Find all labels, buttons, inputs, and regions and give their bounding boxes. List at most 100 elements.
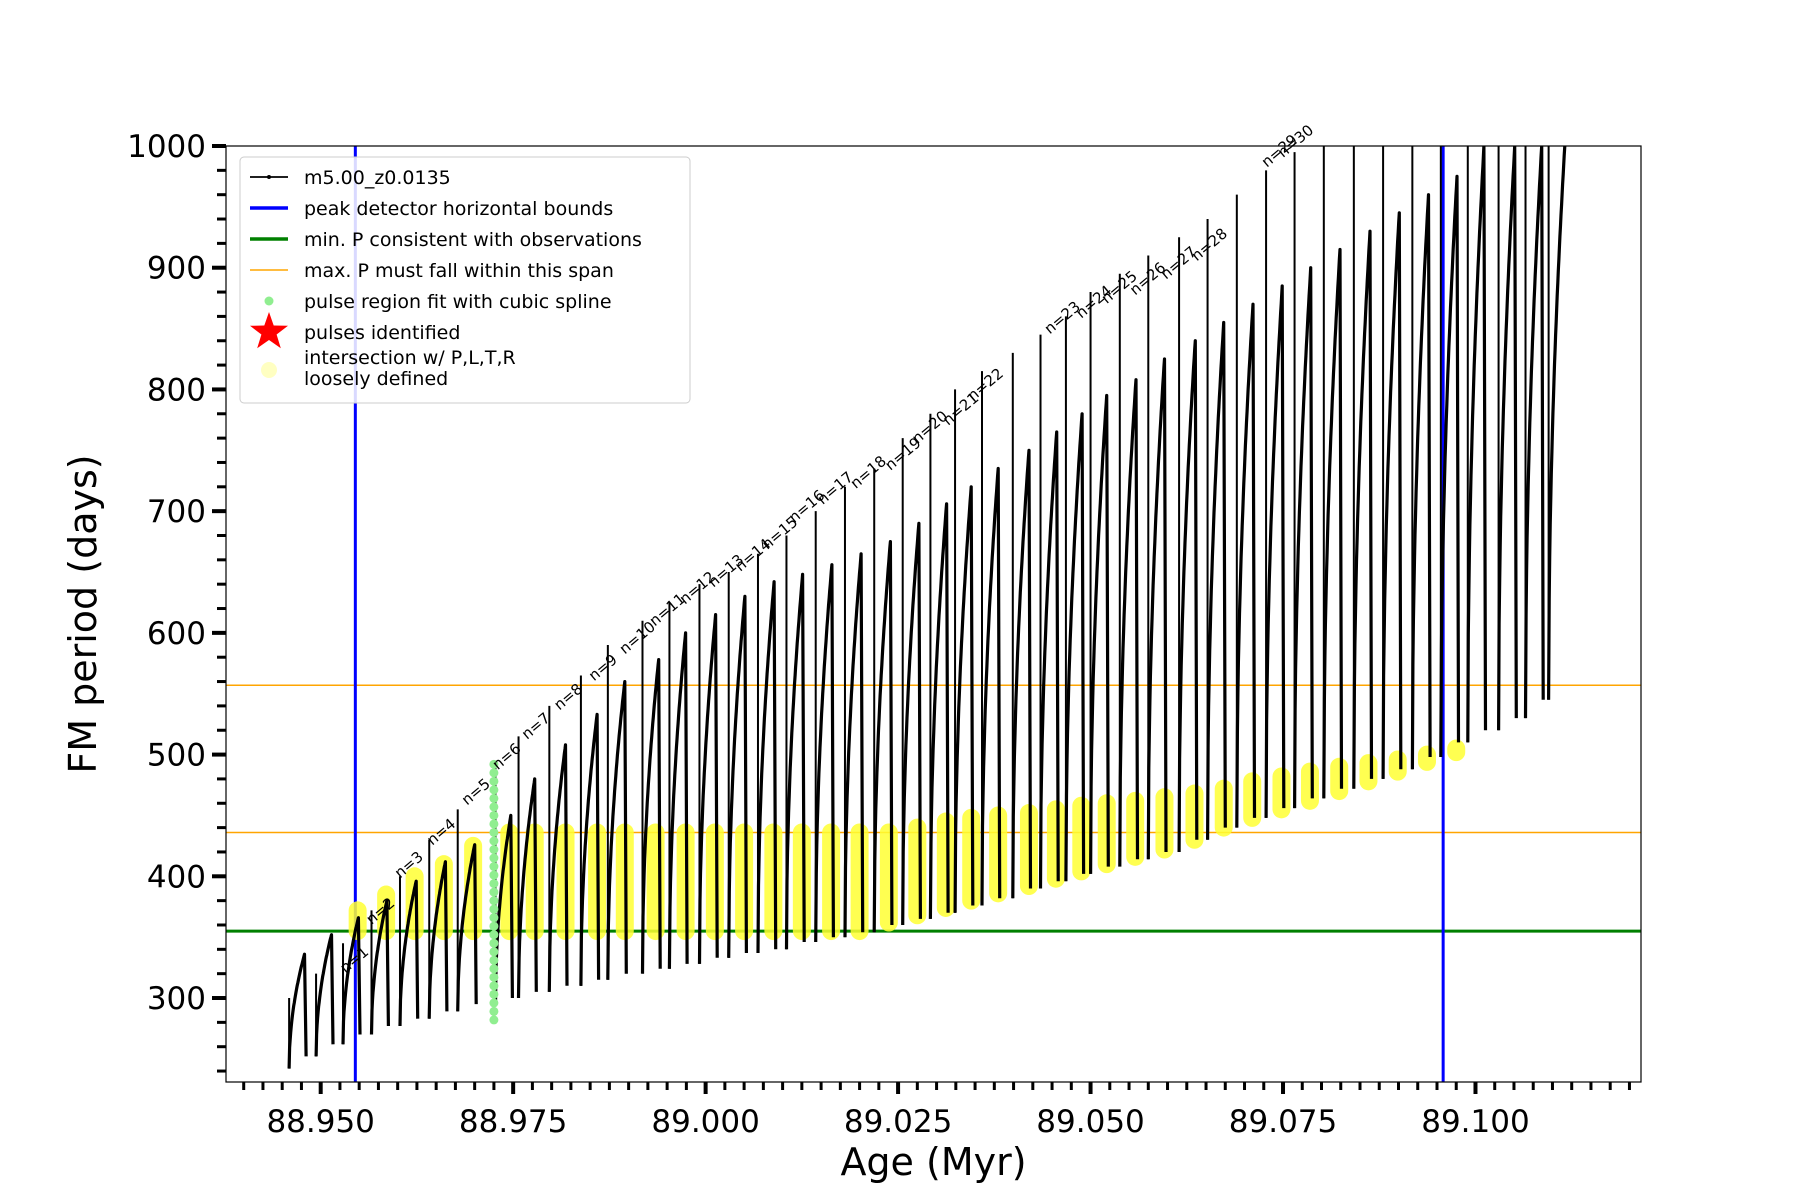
series-cycle [784,572,806,950]
intersection-marker [1359,754,1378,791]
x-tick-label: 89.075 [1229,1104,1337,1140]
intersection-markers [348,739,1466,941]
spline-point [489,862,499,872]
y-tick-label: 600 [147,616,206,652]
spline-point [489,904,499,914]
series-cycle [1011,448,1033,899]
series-cycle [1322,247,1344,799]
y-tick-label: 900 [147,251,206,287]
series-cycle [1439,174,1461,758]
y-axis-title: FM period (days) [61,454,105,773]
series-cycle [1064,412,1086,882]
spline-point [489,955,499,965]
series-cycle [1352,229,1374,789]
series-cycle [1466,146,1488,743]
intersection-marker [1272,767,1291,819]
series-cycle [398,879,420,1027]
y-tick-label: 500 [147,738,206,774]
spline-point [489,981,499,991]
series-cycle [953,485,975,913]
legend-dot-icon [264,296,274,306]
series-cycle [606,680,628,980]
spline-point [489,972,499,982]
legend-circle-icon [261,362,277,378]
legend-label: max. P must fall within this span [304,260,614,282]
intersection-marker [936,812,955,917]
series-cycle [640,658,662,974]
series-cycle [843,552,865,938]
spline-point [489,853,499,863]
series-cycle [1146,357,1168,860]
spline-point [489,827,499,837]
series-cycle [1523,146,1545,719]
spline-point [489,759,499,769]
x-tick-label: 89.025 [844,1104,952,1140]
spline-point [489,1015,499,1025]
intersection-marker [879,823,898,932]
legend-label: min. P consistent with observations [304,229,642,251]
series-cycle [1410,193,1432,770]
series-cycle [1038,430,1060,889]
intersection-marker [1417,745,1436,771]
spline-point [489,810,499,820]
spline-point [489,930,499,940]
series-cycle [516,777,538,999]
legend-label: pulse region fit with cubic spline [304,291,612,313]
series-cycle [1177,339,1199,853]
series-cycle [697,613,719,964]
intersection-marker [1243,772,1262,827]
legend-box [239,156,691,404]
pulse-label: n=5 [458,775,494,809]
intersection-marker [822,823,841,941]
spline-point [489,819,499,829]
spline-point [489,836,499,846]
spline-point [489,879,499,889]
spline-point [489,768,499,778]
series-cycle [547,743,569,992]
series-cycle [456,843,478,1012]
series-cycle [727,594,748,958]
intersection-marker [405,867,424,941]
legend-label: m5.00_z0.0135 [304,167,451,189]
legend-label: peak detector horizontal bounds [304,198,613,220]
intersection-marker [850,823,869,941]
series-cycle [928,502,950,919]
intersection-marker [908,818,927,925]
series-cycle [1089,393,1110,874]
series-cycle [872,540,894,933]
intersection-marker [1185,784,1204,849]
series-cycle [1547,146,1567,700]
series-cycle [667,631,689,969]
spline-point [489,785,499,795]
plot-frame [225,145,1642,1083]
series-cycle [1264,284,1286,818]
series-cycle [901,521,922,926]
series-cycle [1381,211,1403,779]
series-cycle [427,860,449,1019]
spline-point [489,802,499,812]
intersection-marker [735,823,754,941]
x-tick-label: 88.975 [459,1104,567,1140]
y-tick-label: 400 [147,859,206,895]
legend-label: loosely defined [304,368,448,390]
spline-point [489,776,499,786]
spline-point [489,921,499,931]
intersection-marker [1126,791,1145,866]
x-tick-label: 89.000 [651,1104,759,1140]
series-cycle [369,899,390,1035]
x-tick-label: 88.950 [266,1104,374,1140]
intersection-marker [764,823,783,941]
series-cycle [756,580,778,954]
y-tick-label: 300 [147,981,206,1017]
axes: 88.950 88.975 89.000 89.025 89.050 89.075 89.1… [127,129,1631,1140]
spline-point [489,998,499,1008]
spline-point [489,887,499,897]
series-cycle [287,952,308,1069]
period-series [287,146,1567,1069]
pulse-label: n=30 [1274,121,1317,161]
spline-point [489,845,499,855]
intersection-marker [1388,750,1407,781]
spline-point [489,896,499,906]
